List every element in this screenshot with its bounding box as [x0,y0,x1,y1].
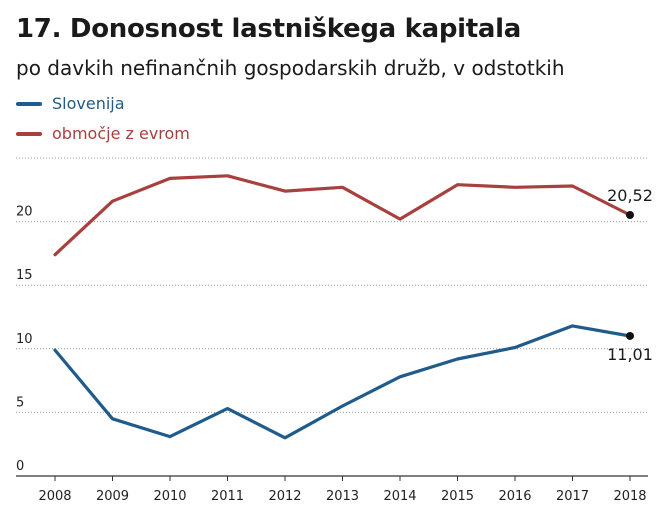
end-value-label-0: 11,01 [607,345,653,364]
y-tick-label-15: 15 [16,268,33,283]
legend-item-slovenija: Slovenija [16,94,125,113]
end-point-marker-1 [626,210,634,219]
end-value-label-1: 20,52 [607,186,653,205]
x-tick-label-2018: 2018 [613,489,646,504]
x-tick-label-2014: 2014 [383,489,416,504]
legend-swatch-slovenija [16,101,42,106]
x-tick-label-2010: 2010 [153,489,186,504]
chart-title: 17. Donosnost lastniškega kapitala [16,14,522,44]
legend-label-euro: območje z evrom [52,124,190,143]
series-line-0 [53,324,632,440]
y-tick-label-20: 20 [16,205,33,220]
chart-subtitle: po davkih nefinančnih gospodarskih družb… [16,56,565,80]
x-tick-label-2009: 2009 [96,489,129,504]
end-point-marker-0 [626,331,634,340]
x-tick-label-2011: 2011 [211,489,244,504]
x-tick-label-2012: 2012 [268,489,301,504]
legend-swatch-euro [16,131,42,136]
y-tick-label-10: 10 [16,332,33,347]
y-tick-label-5: 5 [16,395,24,410]
x-tick-label-2013: 2013 [326,489,359,504]
legend-label-slovenija: Slovenija [52,94,125,113]
x-tick-label-2008: 2008 [38,489,71,504]
legend-item-euro: območje z evrom [16,124,190,143]
x-tick-label-2017: 2017 [556,489,589,504]
x-tick-label-2016: 2016 [498,489,531,504]
series-line-1 [53,174,632,257]
y-tick-label-0: 0 [16,459,24,474]
x-tick-label-2015: 2015 [441,489,474,504]
